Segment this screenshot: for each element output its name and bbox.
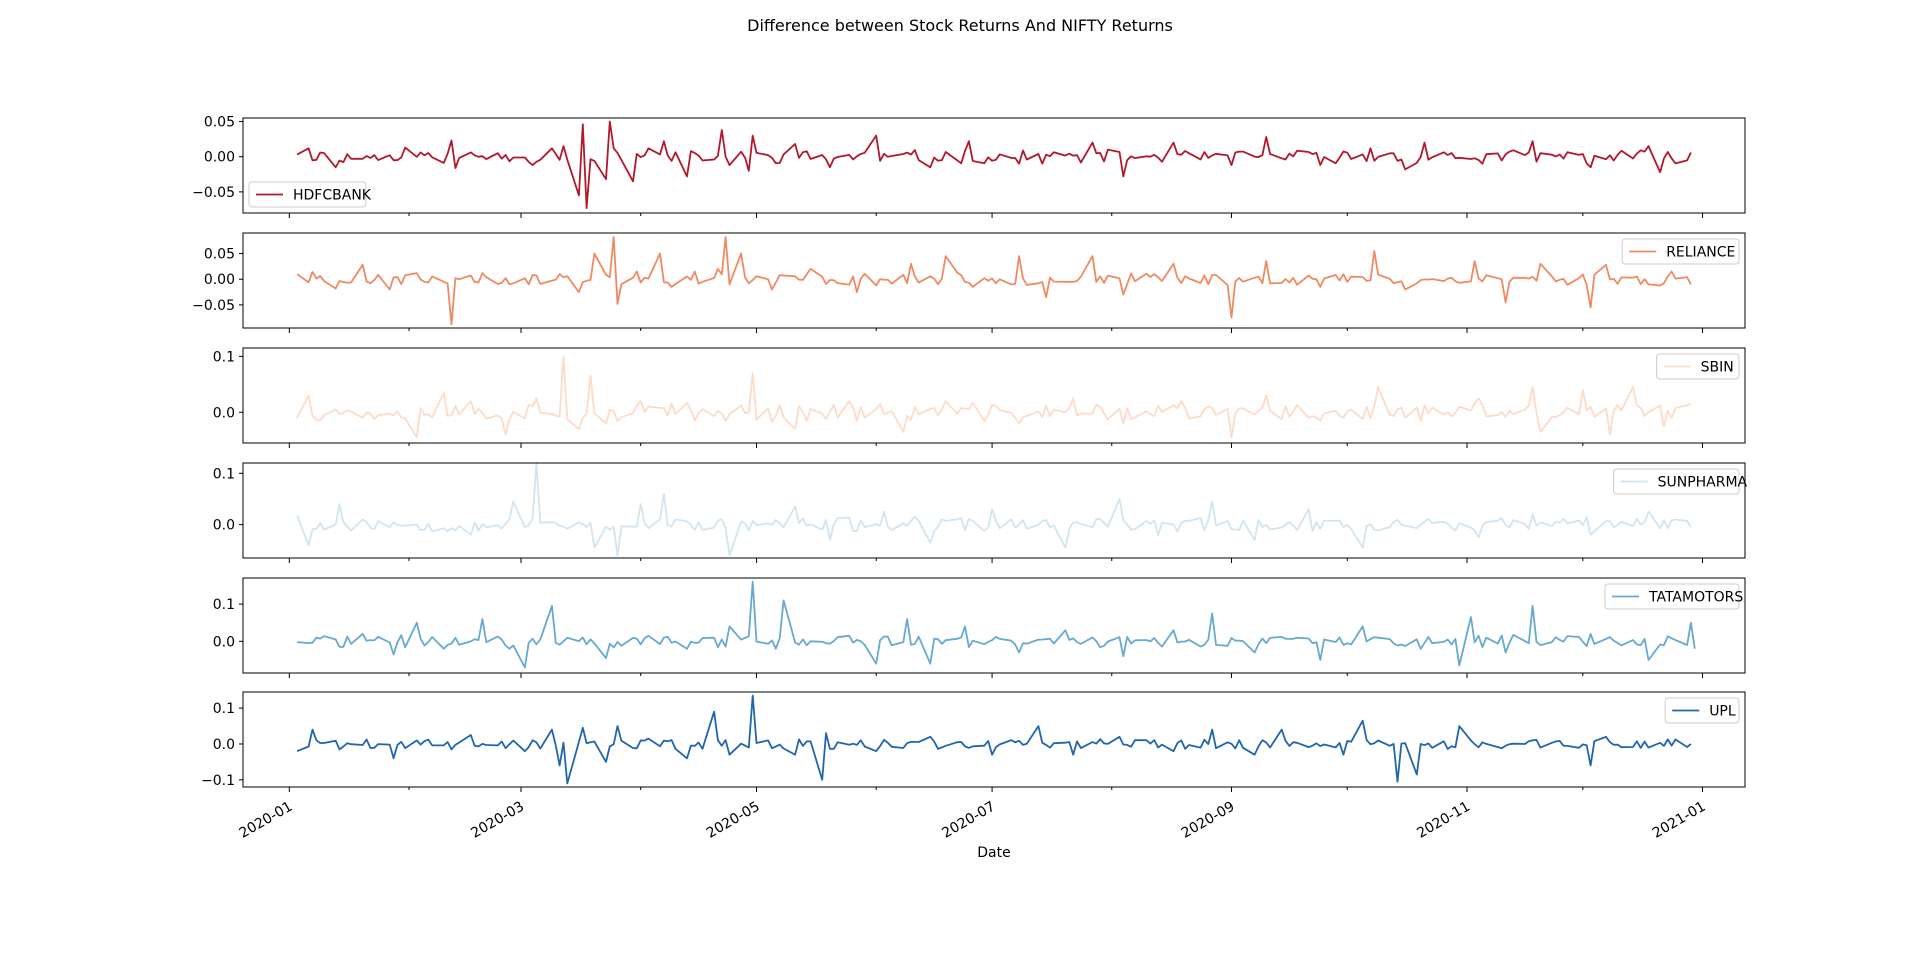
legend-label: SUNPHARMA [1658,475,1748,491]
y-tick-label: 0.0 [213,737,235,753]
legend: HDFCBANK [248,181,372,208]
y-tick-label: −0.1 [201,773,235,789]
legend-box [248,181,367,208]
chart-title: Difference between Stock Returns And NIF… [747,16,1173,35]
y-tick-label: 0.0 [213,634,235,650]
legend: SUNPHARMA [1613,468,1748,495]
series-line-reliance [296,236,1692,326]
x-tick-label: 2020-05 [704,799,763,842]
series-line-sunpharma [296,462,1692,557]
y-tick-label: 0.1 [213,701,235,717]
y-tick-label: 0.00 [204,150,235,166]
panel-hdfcbank: −0.05 0.00 0.05 HDFCBANK [192,115,1746,218]
series-line-tatamotors [297,580,1696,669]
legend-label: HDFCBANK [293,188,372,204]
legend-box [1656,353,1740,380]
panel-sbin: 0.0 0.1 SBIN [213,347,1746,448]
axes-frame [242,347,1746,444]
y-tick-label: 0.0 [213,518,235,534]
series-line-hdfcbank [296,120,1692,209]
series-line-sbin [296,355,1692,439]
x-tick-label: 2021-01 [1650,799,1709,842]
y-tick-label: −0.05 [192,185,235,201]
panel-tatamotors: 0.0 0.1 TATAMOTORS [213,577,1746,678]
y-tick-label: −0.05 [192,298,235,314]
legend-box [1621,238,1740,265]
legend: UPL [1664,697,1740,724]
panel-reliance: −0.05 0.00 0.05 RELIANCE [192,232,1746,333]
legend: TATAMOTORS [1604,583,1743,610]
legend: RELIANCE [1621,238,1740,265]
y-tick-label: 0.05 [204,247,235,263]
legend-box [1613,468,1740,495]
axes-frame [242,232,1746,329]
axes-frame [242,577,1746,674]
legend-label: RELIANCE [1666,245,1735,261]
panel-sunpharma: 0.0 0.1 SUNPHARMA [213,462,1748,563]
x-tick-label: 2020-11 [1414,799,1473,842]
legend: SBIN [1656,353,1740,380]
y-tick-label: 0.1 [213,597,235,613]
x-axis-label: Date [977,845,1010,861]
series-line-upl [296,694,1692,785]
x-tick-label: 2020-03 [468,799,527,842]
axes-frame [242,462,1746,559]
legend-label: UPL [1709,704,1736,720]
legend-box [1604,583,1740,610]
legend-box [1664,697,1740,724]
x-tick-label: 2020-07 [939,799,998,842]
axes-frame [242,691,1746,788]
y-tick-label: 0.05 [204,115,235,131]
y-tick-label: 0.1 [213,349,235,365]
y-tick-label: 0.0 [213,405,235,421]
axes-frame [242,117,1746,214]
y-tick-label: 0.00 [204,272,235,288]
x-tick-label: 2020-09 [1179,799,1238,842]
legend-label: TATAMOTORS [1648,590,1743,606]
y-tick-label: 0.1 [213,466,235,482]
legend-label: SBIN [1701,360,1734,376]
x-tick-label: 2020-01 [237,799,296,842]
panel-upl: −0.1 0.0 0.1 UPL [201,691,1746,792]
